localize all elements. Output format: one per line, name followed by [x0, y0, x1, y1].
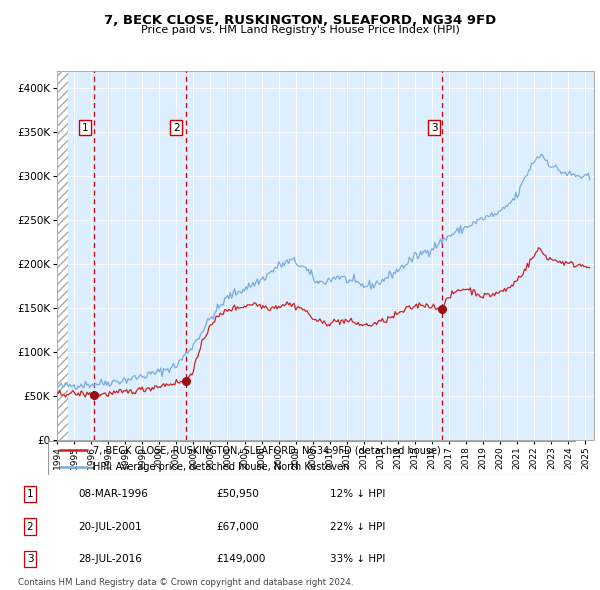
Text: £67,000: £67,000 [216, 522, 259, 532]
Text: HPI: Average price, detached house, North Kesteven: HPI: Average price, detached house, Nort… [93, 462, 349, 472]
Text: 08-MAR-1996: 08-MAR-1996 [78, 489, 148, 499]
Text: 2: 2 [26, 522, 34, 532]
Text: 1: 1 [26, 489, 34, 499]
Text: 7, BECK CLOSE, RUSKINGTON, SLEAFORD, NG34 9FD: 7, BECK CLOSE, RUSKINGTON, SLEAFORD, NG3… [104, 14, 496, 27]
Text: 20-JUL-2001: 20-JUL-2001 [78, 522, 142, 532]
Text: 3: 3 [431, 123, 437, 133]
Text: Price paid vs. HM Land Registry's House Price Index (HPI): Price paid vs. HM Land Registry's House … [140, 25, 460, 35]
Text: 3: 3 [26, 554, 34, 564]
Text: 12% ↓ HPI: 12% ↓ HPI [330, 489, 385, 499]
Text: £50,950: £50,950 [216, 489, 259, 499]
Text: 22% ↓ HPI: 22% ↓ HPI [330, 522, 385, 532]
Bar [57, 71, 68, 440]
Text: 1: 1 [82, 123, 88, 133]
Text: 7, BECK CLOSE, RUSKINGTON, SLEAFORD, NG34 9FD (detached house): 7, BECK CLOSE, RUSKINGTON, SLEAFORD, NG3… [93, 445, 440, 455]
Text: 2: 2 [173, 123, 179, 133]
Text: 33% ↓ HPI: 33% ↓ HPI [330, 554, 385, 564]
Text: £149,000: £149,000 [216, 554, 265, 564]
Text: Contains HM Land Registry data © Crown copyright and database right 2024.: Contains HM Land Registry data © Crown c… [18, 578, 353, 587]
Text: 28-JUL-2016: 28-JUL-2016 [78, 554, 142, 564]
